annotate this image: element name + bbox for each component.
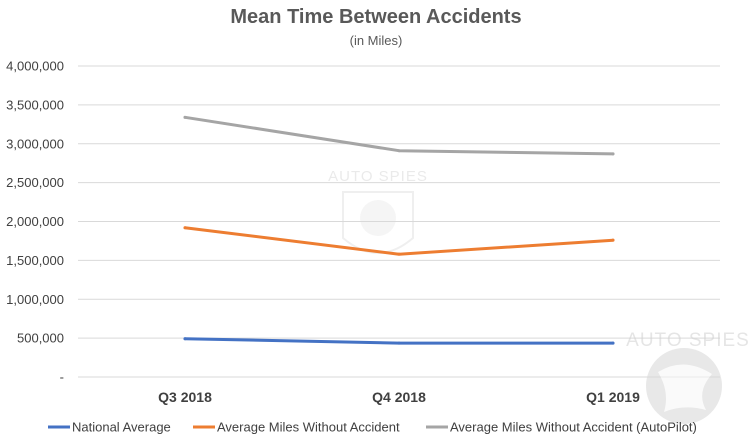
data-point [611,238,615,242]
watermark-corner: AUTO SPIES [626,330,750,424]
gridlines [78,65,720,378]
y-tick-label: 500,000 [17,331,64,346]
data-point [611,341,615,345]
legend-label: National Average [72,420,171,435]
data-point [611,152,615,156]
y-tick-label: 3,000,000 [6,136,64,151]
y-axis-tick-labels: - 500,000 1,000,000 1,500,000 2,000,000 2,500… [6,59,64,385]
legend-label: Average Miles Without Accident (AutoPilo… [450,420,697,435]
series-lines [183,115,615,345]
series-line [183,115,615,156]
y-tick-label: 2,500,000 [6,175,64,190]
watermark-corner-text: AUTO SPIES [626,330,750,351]
y-tick-label: 2,000,000 [6,214,64,229]
y-tick-label: 1,500,000 [6,253,64,268]
y-tick-label: 1,000,000 [6,292,64,307]
data-point [183,226,187,230]
data-point [397,341,401,345]
y-tick-label: 3,500,000 [6,97,64,112]
series-line [183,226,615,256]
y-tick-label: 4,000,000 [6,59,64,74]
x-axis-tick-labels: Q3 2018 Q4 2018 Q1 2019 [158,389,640,405]
data-point [397,149,401,153]
legend-label: Average Miles Without Accident [217,420,400,435]
legend: National Average Average Miles Without Ac… [48,420,697,435]
watermark-logo: AUTO SPIES [328,168,428,254]
x-tick-label: Q3 2018 [158,389,212,405]
chart-title: Mean Time Between Accidents [230,6,521,28]
watermark-text: AUTO SPIES [328,168,428,185]
data-point [183,337,187,341]
data-point [397,252,401,256]
chart-subtitle: (in Miles) [350,33,403,48]
x-tick-label: Q4 2018 [372,389,426,405]
data-point [183,115,187,119]
x-tick-label: Q1 2019 [586,389,640,405]
y-tick-label: - [60,370,64,385]
